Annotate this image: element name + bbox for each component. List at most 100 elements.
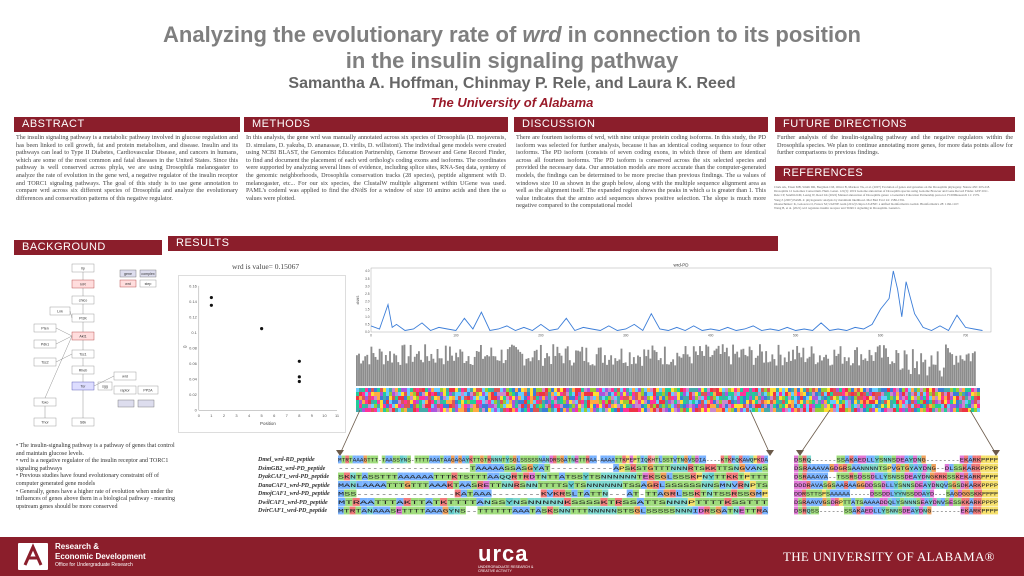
- residue-cell: [646, 481, 653, 489]
- residue-cell: [651, 506, 658, 515]
- conservation-bar: [587, 362, 590, 386]
- alignment-cell: [911, 392, 914, 396]
- conservation-bar: [825, 354, 827, 386]
- residue-cell: [625, 455, 630, 464]
- residue-cell: [761, 481, 769, 489]
- alignment-cell: [971, 404, 974, 408]
- alignment-cell: [812, 396, 815, 400]
- alignment-cell: [677, 388, 680, 392]
- alignment-cell: [791, 400, 794, 404]
- alignment-cell: [935, 392, 938, 396]
- alignment-cell: [761, 392, 764, 396]
- residue-cell: [461, 455, 466, 464]
- residue-cell: [823, 472, 829, 481]
- alignment-cell: [878, 408, 881, 412]
- alignment-cell: [368, 392, 371, 396]
- residue-cell: [487, 464, 493, 472]
- alignment-cell: [479, 408, 482, 412]
- conservation-bar: [843, 357, 846, 386]
- alignment-cell: [776, 388, 779, 392]
- alignment-cell: [920, 388, 923, 392]
- alignment-cell: [932, 400, 935, 404]
- alignment-cell: [941, 388, 944, 392]
- residue-cell: [989, 472, 994, 481]
- residue-cell: [425, 506, 432, 515]
- residue-cell: [814, 506, 820, 515]
- alignment-cell: [812, 408, 815, 412]
- conservation-bar: [808, 356, 811, 386]
- residue-cell: [842, 489, 847, 498]
- alignment-cell: [611, 400, 614, 404]
- residue-cell: [352, 455, 357, 464]
- residue-cell: [483, 455, 488, 464]
- alignment-cell: [914, 392, 917, 396]
- alignment-cell: [443, 404, 446, 408]
- alignment-cell: [617, 404, 620, 408]
- alignment-cell: [776, 392, 779, 396]
- alignment-cell: [674, 408, 677, 412]
- residue-cell: [473, 489, 480, 498]
- residue-cell: [816, 464, 821, 472]
- alignment-cell: [590, 392, 593, 396]
- residue-cell: [879, 472, 884, 481]
- alignment-cell: [908, 388, 911, 392]
- alignment-cell: [656, 404, 659, 408]
- alignment-cell: [653, 408, 656, 412]
- residue-cell: [527, 455, 532, 464]
- alignment-cell: [641, 388, 644, 392]
- alignment-cell: [647, 388, 650, 392]
- alignment-cell: [590, 400, 593, 404]
- alignment-cell: [548, 408, 551, 412]
- alignment-cell: [458, 388, 461, 392]
- reference-item: Clark AG, Eisen MB, Smith DR, Bergman CM…: [774, 185, 991, 189]
- alignment-cell: [572, 392, 575, 396]
- alignment-cell: [785, 408, 788, 412]
- conservation-bar: [579, 351, 582, 386]
- alignment-cell: [926, 400, 929, 404]
- conservation-bar: [368, 364, 371, 386]
- y-tick-label: 0.02: [189, 392, 197, 397]
- conservation-bar: [765, 351, 768, 386]
- alignment-cell: [776, 396, 779, 400]
- x-axis-label: Position: [260, 421, 276, 426]
- residue-cell: [714, 472, 721, 481]
- alignment-cell: [836, 404, 839, 408]
- alignment-cell: [491, 396, 494, 400]
- residue-cell: [562, 481, 569, 489]
- alignment-cell: [392, 400, 395, 404]
- pathway-node-label: Akt1: [79, 334, 86, 338]
- residue-cell: [355, 506, 362, 515]
- alignment-cell: [464, 388, 467, 392]
- alignment-cell: [632, 388, 635, 392]
- residue-cell: [392, 481, 399, 489]
- residue-cell: [708, 472, 715, 481]
- alignment-cell: [629, 392, 632, 396]
- alignment-cell: [554, 396, 557, 400]
- residue-cell: [654, 472, 661, 481]
- alignment-cell: [812, 404, 815, 408]
- residue-cell: [917, 455, 922, 464]
- y-tick-label: 1.5: [365, 307, 370, 311]
- alignment-cell: [875, 404, 878, 408]
- residue-cell: [374, 481, 381, 489]
- alignment-cell: [416, 392, 419, 396]
- alignment-cell: [587, 388, 590, 392]
- alignment-cell: [713, 408, 716, 412]
- conservation-bar: [688, 356, 691, 386]
- residue-cell: [465, 481, 472, 489]
- alignment-cell: [440, 388, 443, 392]
- conservation-bar: [835, 355, 838, 386]
- y-tick-label: 0.0: [365, 330, 370, 334]
- conservation-bar: [374, 356, 377, 386]
- conservation-bar: [728, 356, 730, 386]
- residue-cell: [798, 498, 803, 506]
- alignment-cell: [698, 396, 701, 400]
- alignment-cell: [395, 396, 398, 400]
- conservation-bar: [529, 361, 532, 386]
- residue-cell: [896, 472, 901, 481]
- conservation-bar: [461, 351, 464, 386]
- residue-cell: [494, 506, 501, 515]
- alignment-cell: [641, 408, 644, 412]
- conservation-bar: [635, 363, 637, 386]
- residue-cell: [719, 481, 726, 489]
